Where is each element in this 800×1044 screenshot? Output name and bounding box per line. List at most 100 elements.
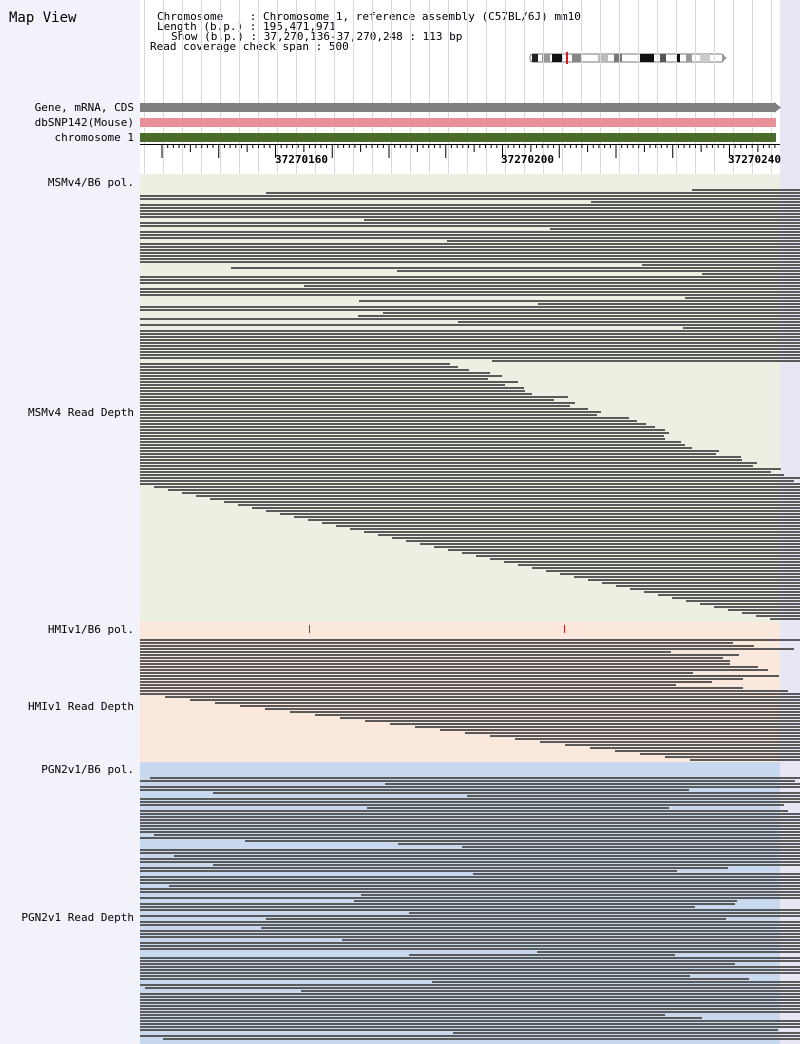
- read-bar: [140, 1020, 800, 1022]
- read-bar: [140, 456, 741, 458]
- read-bar: [140, 414, 597, 416]
- read-bar: [140, 678, 743, 680]
- read-bar: [196, 495, 800, 497]
- read-bar: [140, 924, 800, 926]
- read-bar: [140, 324, 800, 326]
- read-bar: [140, 903, 735, 905]
- msmv4-pol-label: MSMv4/B6 pol.: [47, 176, 134, 189]
- chromosome-track-bar[interactable]: [140, 133, 776, 142]
- read-bar: [140, 684, 676, 686]
- read-bar: [140, 339, 800, 341]
- read-bar: [140, 447, 692, 449]
- read-bar: [261, 927, 800, 929]
- read-bar: [140, 960, 800, 962]
- read-bar: [140, 378, 488, 380]
- read-bar: [140, 348, 800, 350]
- read-bar: [140, 1035, 800, 1037]
- read-bar: [383, 312, 800, 314]
- read-bar: [280, 513, 800, 515]
- read-bar: [140, 345, 800, 347]
- read-bar: [140, 435, 664, 437]
- read-bar: [398, 843, 800, 845]
- msmv4-read-depth-track[interactable]: [140, 186, 800, 622]
- read-bar: [140, 969, 800, 971]
- read-bar: [140, 654, 739, 656]
- pgn2v1-read-depth-track[interactable]: [140, 774, 800, 1044]
- read-bar: [140, 357, 800, 359]
- read-bar: [742, 612, 800, 614]
- read-bar: [770, 618, 800, 620]
- pgn2v1-pol-track[interactable]: [140, 762, 780, 776]
- read-bar: [140, 216, 800, 218]
- hmiv1-depth-label: HMIv1 Read Depth: [28, 700, 134, 713]
- read-bar: [140, 429, 665, 431]
- hmiv1-pol-track[interactable]: [140, 622, 780, 636]
- read-bar: [140, 366, 458, 368]
- read-bar: [140, 897, 800, 899]
- pgn2v1-depth-label: PGN2v1 Read Depth: [21, 911, 134, 924]
- read-bar: [140, 468, 781, 470]
- read-bar: [140, 921, 800, 923]
- read-bar: [690, 759, 800, 761]
- read-bar: [140, 648, 794, 650]
- read-bar: [140, 1008, 800, 1010]
- read-bar: [140, 681, 712, 683]
- read-bar: [140, 675, 779, 677]
- read-bar: [140, 852, 800, 854]
- read-bar: [658, 594, 800, 596]
- hmiv1-polymorphism-marker-1[interactable]: [309, 625, 310, 633]
- read-bar: [140, 213, 800, 215]
- read-bar: [378, 534, 800, 536]
- read-bar: [140, 819, 800, 821]
- read-bar: [140, 810, 788, 812]
- hmiv1-polymorphism-marker-2[interactable]: [564, 625, 565, 633]
- read-bar: [392, 537, 800, 539]
- read-bar: [140, 279, 800, 281]
- read-bar: [756, 615, 800, 617]
- read-bar: [409, 954, 675, 956]
- read-bar: [140, 249, 800, 251]
- read-bar: [140, 891, 800, 893]
- read-bar: [140, 231, 800, 233]
- read-bar: [140, 1029, 778, 1031]
- read-bar: [672, 597, 800, 599]
- hmiv1-read-depth-track[interactable]: [140, 636, 800, 762]
- read-bar: [358, 315, 800, 317]
- read-bar: [683, 327, 800, 329]
- read-bar: [462, 846, 800, 848]
- read-bar: [354, 900, 737, 902]
- read-bar: [140, 375, 502, 377]
- read-bar: [140, 816, 800, 818]
- read-bar: [140, 663, 730, 665]
- read-bar: [140, 999, 800, 1001]
- chromosome-ideogram[interactable]: [528, 52, 728, 64]
- ruler-label-1: 37270160: [275, 153, 328, 166]
- read-bar: [140, 351, 800, 353]
- read-bar: [140, 1002, 800, 1004]
- read-bar: [140, 372, 490, 374]
- msmv4-pol-track[interactable]: [140, 174, 780, 190]
- read-bar: [140, 1026, 800, 1028]
- read-bar: [532, 567, 800, 569]
- read-bar: [686, 600, 800, 602]
- read-bar: [140, 480, 794, 482]
- dbsnp-track-bar[interactable]: [140, 118, 776, 127]
- read-bar: [140, 1023, 800, 1025]
- gene-track-bar[interactable]: [140, 103, 776, 112]
- read-bar: [304, 285, 800, 287]
- read-bar: [240, 705, 800, 707]
- read-bar: [140, 390, 525, 392]
- read-bar: [447, 240, 800, 242]
- read-bar: [140, 657, 723, 659]
- read-bar: [140, 975, 690, 977]
- read-bar: [140, 396, 568, 398]
- read-bar: [290, 711, 800, 713]
- read-bar: [467, 795, 800, 797]
- read-bar: [140, 930, 800, 932]
- read-bar: [315, 714, 800, 716]
- read-bar: [409, 912, 800, 914]
- read-bar: [140, 369, 469, 371]
- read-bar: [140, 354, 800, 356]
- read-bar: [265, 708, 800, 710]
- read-bar: [140, 363, 450, 365]
